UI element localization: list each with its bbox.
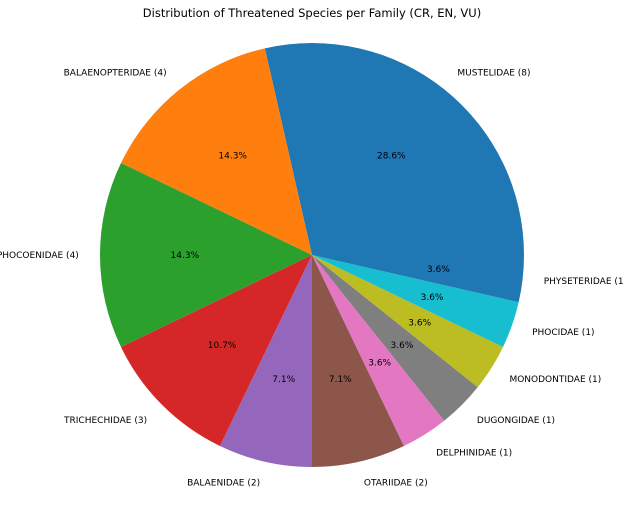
pie-slice [120, 255, 312, 447]
pie-slice [312, 255, 478, 421]
category-label: PHOCOENIDAE (4) [0, 251, 79, 261]
category-label: BALAENIDAE (2) [187, 478, 260, 488]
percent-label: 3.6% [391, 341, 414, 351]
pie-slice [220, 255, 312, 467]
percent-label: 7.1% [272, 375, 295, 385]
percent-label: 3.6% [368, 359, 391, 369]
pie-slice [312, 255, 504, 388]
category-label: OTARIIDAE (2) [364, 478, 428, 488]
percent-label: 14.3% [218, 152, 247, 162]
percent-label: 3.6% [427, 265, 450, 275]
category-label: MONODONTIDAE (1) [509, 375, 601, 385]
category-label: DUGONGIDAE (1) [477, 416, 555, 426]
category-label: PHOCIDAE (1) [532, 328, 594, 338]
category-label: PHYSETERIDAE (1) [544, 277, 624, 287]
pie-slice [312, 255, 524, 303]
category-label: MUSTELIDAE (8) [457, 69, 530, 79]
category-label: BALAENOPTERIDAE (4) [64, 69, 167, 79]
percent-label: 7.1% [329, 375, 352, 385]
category-label: TRICHECHIDAE (3) [63, 416, 147, 426]
pie-slice [264, 43, 524, 255]
percent-label: 3.6% [421, 293, 444, 303]
pie-slice [312, 255, 445, 447]
percent-label: 14.3% [171, 251, 200, 261]
category-labels: MUSTELIDAE (8) BALAENOPTERIDAE (4) PHOCOEN… [0, 69, 624, 489]
category-label: DELPHINIDAE (1) [436, 448, 512, 458]
percent-label: 28.6% [377, 152, 406, 162]
percent-label: 3.6% [408, 319, 431, 329]
percent-labels: 28.6%14.3%14.3%10.7%7.1% 7.1%3.6%3.6%3.6%… [171, 152, 451, 385]
chart-title: Distribution of Threatened Species per F… [143, 6, 481, 20]
pie-slice [312, 255, 404, 467]
pie-slice [100, 163, 313, 347]
percent-label: 10.7% [208, 341, 237, 351]
pie-slice [120, 48, 312, 256]
pie-slices [100, 43, 524, 467]
pie-slice [312, 255, 519, 347]
